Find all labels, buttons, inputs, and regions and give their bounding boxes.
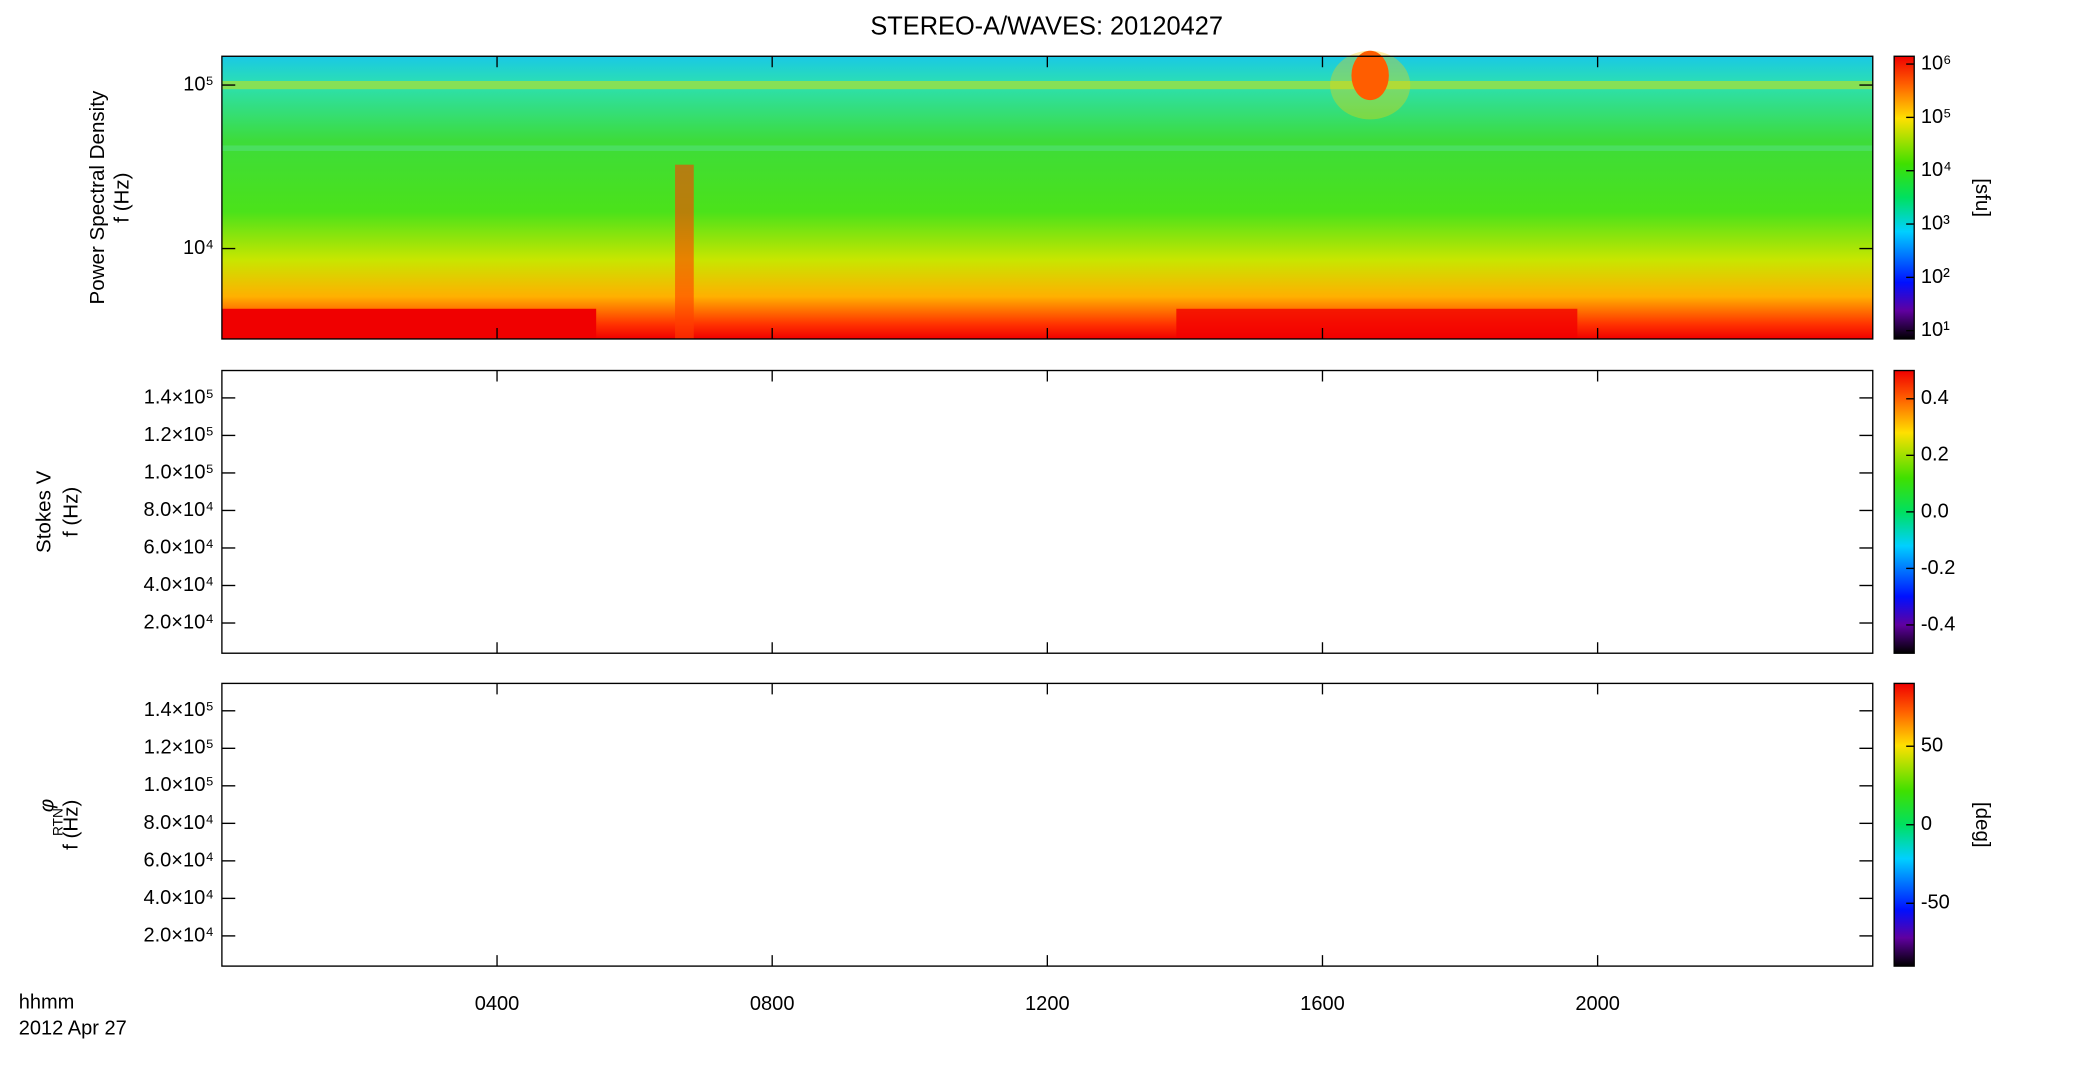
colorbar-tick-label: 10⁵ xyxy=(1921,106,1952,128)
colorbar-tick-label: 0.2 xyxy=(1921,444,1949,466)
chart-title: STEREO-A/WAVES: 20120427 xyxy=(870,12,1223,40)
y-tick-label: 1.4×10⁵ xyxy=(144,699,214,721)
y-tick-label: 8.0×10⁴ xyxy=(143,812,213,834)
colorbar-label: [deg] xyxy=(1971,802,1993,848)
y-axis-label-2: f (Hz) xyxy=(61,800,83,850)
y-tick-label: 10⁴ xyxy=(183,237,214,259)
colorbar-tick-label: 0 xyxy=(1921,813,1932,835)
colorbar-tick-label: 0.4 xyxy=(1921,387,1949,409)
colorbar-tick-label: 10⁴ xyxy=(1921,159,1952,181)
y-tick-label: 1.0×10⁵ xyxy=(144,461,214,483)
y-tick-label: 1.4×10⁵ xyxy=(144,386,214,408)
colorbar-tick-label: 10⁶ xyxy=(1921,52,1952,74)
y-axis-label-2: f (Hz) xyxy=(111,172,133,222)
y-tick-label: 1.0×10⁵ xyxy=(144,774,214,796)
colorbar-tick-label: 10¹ xyxy=(1921,319,1950,341)
y-tick-label: 6.0×10⁴ xyxy=(143,536,213,558)
y-tick-label: 1.2×10⁵ xyxy=(144,737,214,759)
colorbar-tick-label: 50 xyxy=(1921,734,1943,756)
y-axis-label-sub: RTN xyxy=(51,808,66,836)
x-tick-label: 1200 xyxy=(1025,993,1070,1015)
colorbar-tick-label: 0.0 xyxy=(1921,500,1949,522)
y-tick-label: 4.0×10⁴ xyxy=(143,887,213,909)
y-tick-label: 6.0×10⁴ xyxy=(143,849,213,871)
y-tick-label: 1.2×10⁵ xyxy=(144,424,214,446)
y-tick-label: 2.0×10⁴ xyxy=(143,611,213,633)
y-axis-label: Stokes V xyxy=(34,470,56,553)
colorbar-tick-label: -0.2 xyxy=(1921,557,1956,579)
y-axis-label: φ xyxy=(37,799,59,812)
x-tick-label: 0800 xyxy=(750,993,795,1015)
x-tick-label: 0400 xyxy=(475,993,520,1015)
plot-frame xyxy=(221,369,1874,654)
x-tick-label: 1600 xyxy=(1300,993,1345,1015)
colorbar-tick-label: 10³ xyxy=(1921,212,1950,234)
colorbar-label: [sfu] xyxy=(1971,178,1993,217)
y-tick-label: 10⁵ xyxy=(183,73,214,95)
colorbar xyxy=(1893,55,1915,340)
y-axis-label-2: f (Hz) xyxy=(61,487,83,537)
y-tick-label: 2.0×10⁴ xyxy=(143,924,213,946)
plot-frame xyxy=(221,682,1874,967)
y-tick-label: 4.0×10⁴ xyxy=(143,574,213,596)
x-tick-label: 2000 xyxy=(1575,993,1620,1015)
colorbar-tick-label: -0.4 xyxy=(1921,613,1956,635)
y-tick-label: 8.0×10⁴ xyxy=(143,499,213,521)
x-axis-sublabel: 2012 Apr 27 xyxy=(19,1017,127,1039)
colorbar-tick-label: -50 xyxy=(1921,891,1950,913)
y-axis-label: Power Spectral Density xyxy=(87,90,109,305)
colorbar-tick-label: 10² xyxy=(1921,266,1950,288)
x-axis-label: hhmm xyxy=(19,991,75,1013)
spectrogram xyxy=(221,50,1873,339)
